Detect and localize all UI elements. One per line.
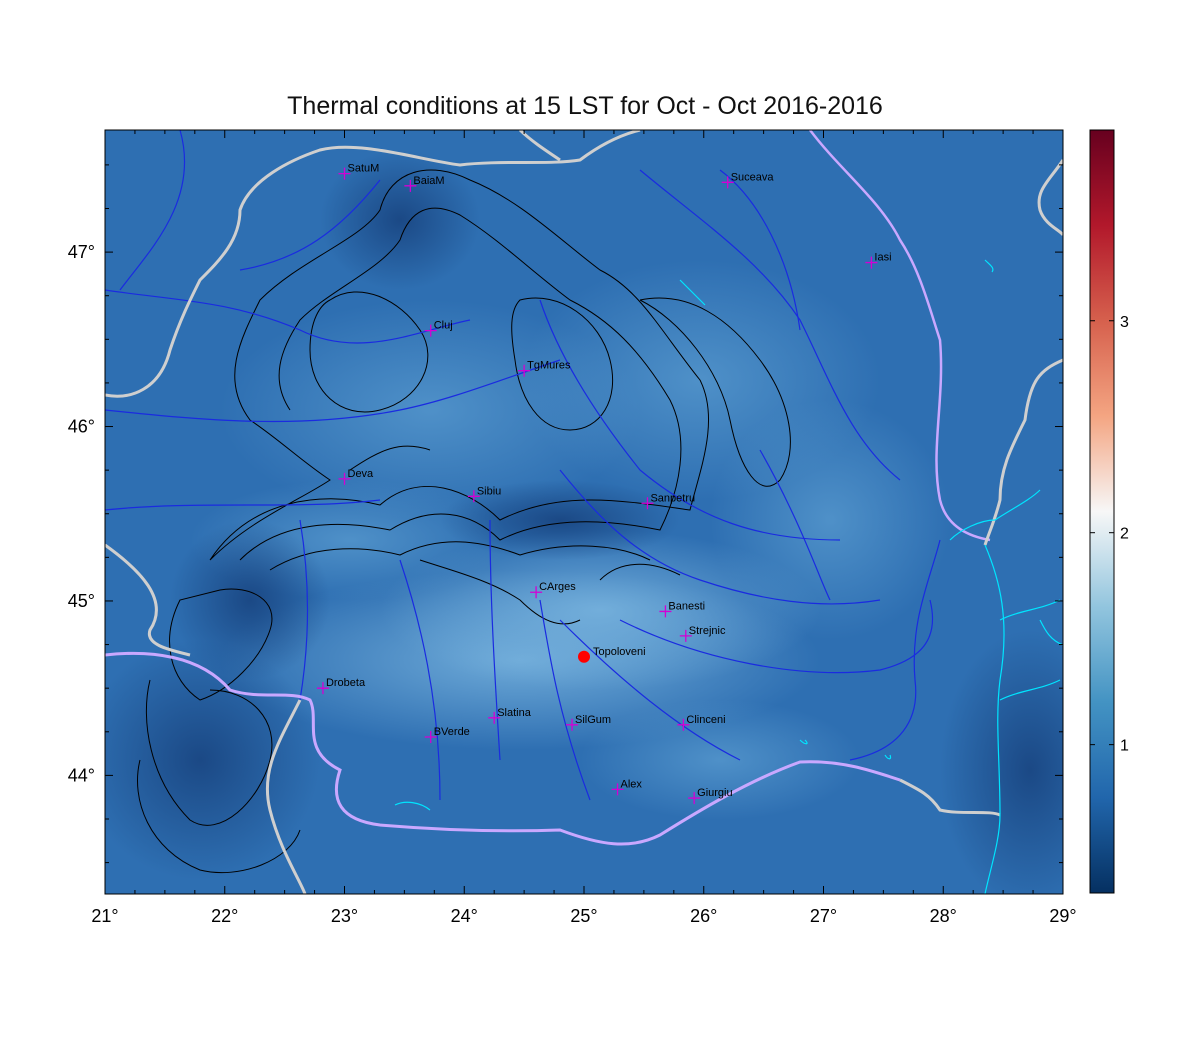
station-marker (611, 783, 624, 796)
station-banesti: Banesti (659, 600, 705, 618)
station-silgum: SilGum (566, 714, 611, 731)
colorbar-ticks: 1 2 3 (1090, 314, 1129, 755)
station-giurgiu: Giurgiu (688, 787, 733, 805)
station-sanpetru: Sanpetru (641, 492, 695, 510)
colorbar-gradient (1089, 129, 1115, 894)
thermal-field-dark-area (320, 150, 480, 290)
map-panel (105, 130, 1063, 894)
thermal-field-dark-area (940, 630, 1063, 894)
station-carges: CArges (530, 581, 576, 599)
station-marker (338, 167, 351, 180)
map-title: Thermal conditions at 15 LST for Oct - O… (287, 92, 883, 120)
station-label: Cluj (434, 320, 453, 332)
station-baiam: BaiaM (404, 175, 445, 192)
colorbar-tick-label: 2 (1120, 526, 1129, 543)
station-label: BVerde (434, 726, 470, 738)
thermal-field-light-area (580, 700, 860, 820)
station-marker (865, 256, 878, 269)
station-slatina: Slatina (488, 707, 532, 724)
station-iasi: Iasi (865, 252, 892, 269)
station-label: CArges (539, 581, 576, 593)
station-marker (566, 718, 579, 731)
highlight-station-label: Topoloveni (593, 646, 646, 658)
prut-river-border (809, 130, 991, 542)
latitude-tick-label: 47° (68, 242, 95, 262)
station-label: BaiaM (413, 175, 444, 187)
station-clinceni: Clinceni (677, 714, 726, 731)
danube-river-border (105, 651, 901, 846)
station-marker (677, 718, 690, 731)
station-label: Sanpetru (650, 492, 695, 504)
national-borders (105, 130, 1063, 894)
station-marker (518, 364, 531, 377)
highlight-station-layer: Topoloveni (578, 646, 646, 663)
latitude-tick-label: 46° (68, 417, 95, 437)
station-label: SilGum (575, 714, 611, 726)
latitude-axis: 47° 46° 45° 44° (68, 164, 1063, 864)
thermal-field-light-area (710, 400, 950, 640)
station-label: Clinceni (686, 714, 725, 726)
station-marker (679, 629, 692, 642)
station-label: Strejnic (689, 625, 726, 637)
station-label: Drobeta (326, 677, 366, 689)
thermal-field-light-area (380, 530, 820, 690)
longitude-tick-label: 23° (331, 906, 358, 926)
longitude-tick-label: 22° (211, 906, 238, 926)
longitude-axis: 21° 22° 23° 24° 25° 26° 27° 28° 29° (91, 130, 1077, 926)
rivers (105, 130, 941, 801)
station-marker (424, 731, 437, 744)
station-label: Banesti (668, 600, 705, 612)
station-label: Alex (621, 778, 643, 790)
station-alex: Alex (611, 778, 643, 796)
latitude-tick-label: 44° (68, 765, 95, 785)
elevation-contours (137, 169, 791, 874)
station-marker (659, 605, 672, 618)
station-marker (530, 586, 543, 599)
station-marker (721, 176, 734, 189)
station-label: SatuM (348, 163, 380, 175)
station-label: Sibiu (477, 485, 501, 497)
station-label: Giurgiu (697, 787, 732, 799)
longitude-tick-label: 28° (930, 906, 957, 926)
colorbar: 1 2 3 (1089, 129, 1129, 894)
longitude-tick-label: 27° (810, 906, 837, 926)
coastline (394, 259, 1063, 894)
station-bverde: BVerde (424, 726, 470, 744)
station-cluj: Cluj (424, 320, 453, 337)
colorbar-tick-label: 1 (1120, 738, 1129, 755)
station-marker (404, 179, 417, 192)
station-suceava: Suceava (721, 171, 775, 189)
station-tgmures: TgMures (518, 360, 571, 377)
station-label: TgMures (527, 360, 571, 372)
station-label: Iasi (874, 252, 891, 264)
station-marker (641, 497, 654, 510)
station-marker (316, 682, 329, 695)
station-label: Suceava (731, 171, 775, 183)
longitude-tick-label: 29° (1049, 906, 1076, 926)
station-marker (467, 490, 480, 503)
station-marker (688, 792, 701, 805)
latitude-tick-label: 45° (68, 591, 95, 611)
longitude-tick-label: 25° (570, 906, 597, 926)
station-label: Deva (348, 468, 375, 480)
thermal-field-dark-area (105, 640, 320, 880)
station-label: Slatina (497, 707, 532, 719)
longitude-tick-label: 21° (91, 906, 118, 926)
station-satum: SatuM (338, 163, 380, 180)
longitude-tick-label: 26° (690, 906, 717, 926)
highlight-station-marker (578, 650, 590, 663)
station-sibiu: Sibiu (467, 485, 501, 503)
station-drobeta: Drobeta (316, 677, 366, 695)
station-deva: Deva (338, 468, 375, 485)
stations-layer: SatuM BaiaM Suceava Iasi Cluj TgMures Deva Sibi… (316, 163, 892, 805)
station-marker (488, 711, 501, 724)
colorbar-tick-label: 3 (1120, 314, 1129, 331)
station-strejnic: Strejnic (679, 625, 726, 642)
station-marker (338, 472, 351, 485)
station-marker (424, 324, 437, 337)
longitude-tick-label: 24° (451, 906, 478, 926)
